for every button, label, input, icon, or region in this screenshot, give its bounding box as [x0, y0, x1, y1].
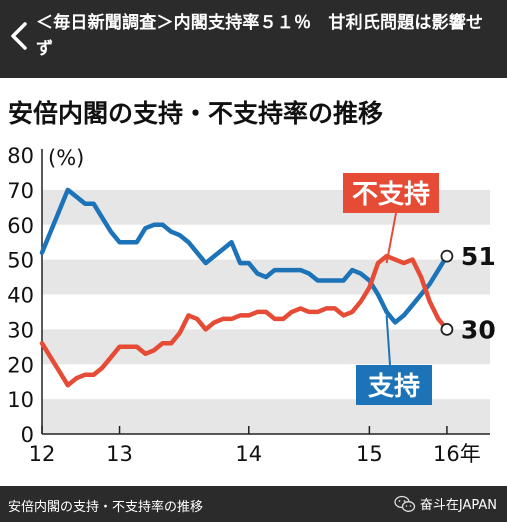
legend-label-support: 支持	[368, 372, 420, 402]
image-caption-bar: 安倍内閣の支持・不支持率の推移 奋斗在JAPAN	[0, 486, 507, 522]
back-button[interactable]	[6, 14, 34, 58]
approval-chart: 安倍内閣の支持・不支持率の推移 0 10 20 30 40 50 60 70 80 (%) 12 13 1…	[0, 78, 507, 486]
y-tick-label: 20	[7, 353, 34, 377]
chart-svg: 安倍内閣の支持・不支持率の推移 0 10 20 30 40 50 60 70 80 (%) 12 13 1…	[7, 99, 496, 466]
article-title: ＜毎日新聞調査＞内閣支持率５１％ 甘利氏問題は影響せず	[36, 13, 484, 59]
x-tick-label: 14	[235, 442, 262, 466]
legend-pointer-support	[385, 315, 391, 366]
x-tick-label: 16年	[433, 442, 481, 466]
y-tick-label: 60	[7, 214, 34, 238]
y-tick-label: 10	[7, 388, 34, 412]
y-tick-label: 0	[21, 423, 34, 447]
end-point-support	[440, 249, 454, 263]
y-tick-label: 80	[7, 144, 34, 168]
x-tick-label: 13	[106, 442, 133, 466]
y-tick-label: 40	[7, 284, 34, 308]
series-line-support	[39, 187, 450, 325]
legend-box-nonsupport	[343, 173, 439, 213]
chevron-left-icon	[11, 22, 27, 50]
legend-pointer-nonsupport	[385, 212, 397, 264]
x-tick-label: 15	[356, 442, 383, 466]
credit-text: 奋斗在JAPAN	[419, 498, 497, 513]
series-line-nonsupport	[39, 253, 450, 388]
end-value-label-nonsupport: 30	[461, 315, 496, 344]
wechat-icon	[394, 495, 416, 512]
x-tick-label: 12	[29, 442, 56, 466]
legend-label-nonsupport: 不支持	[352, 180, 430, 210]
chart-title: 安倍内閣の支持・不支持率の推移	[8, 99, 383, 128]
y-tick-label: 70	[7, 179, 34, 203]
legend-box-support	[356, 365, 432, 405]
credit: 奋斗在JAPAN	[394, 494, 497, 513]
caption-text: 安倍内閣の支持・不支持率の推移	[8, 500, 204, 515]
y-axis-unit: (%)	[48, 146, 84, 170]
y-tick-label: 50	[7, 249, 34, 273]
article-header: ＜毎日新聞調査＞内閣支持率５１％ 甘利氏問題は影響せず	[0, 0, 507, 78]
y-tick-label: 30	[7, 318, 34, 342]
end-point-nonsupport	[440, 322, 454, 336]
end-value-label-support: 51	[461, 242, 496, 271]
